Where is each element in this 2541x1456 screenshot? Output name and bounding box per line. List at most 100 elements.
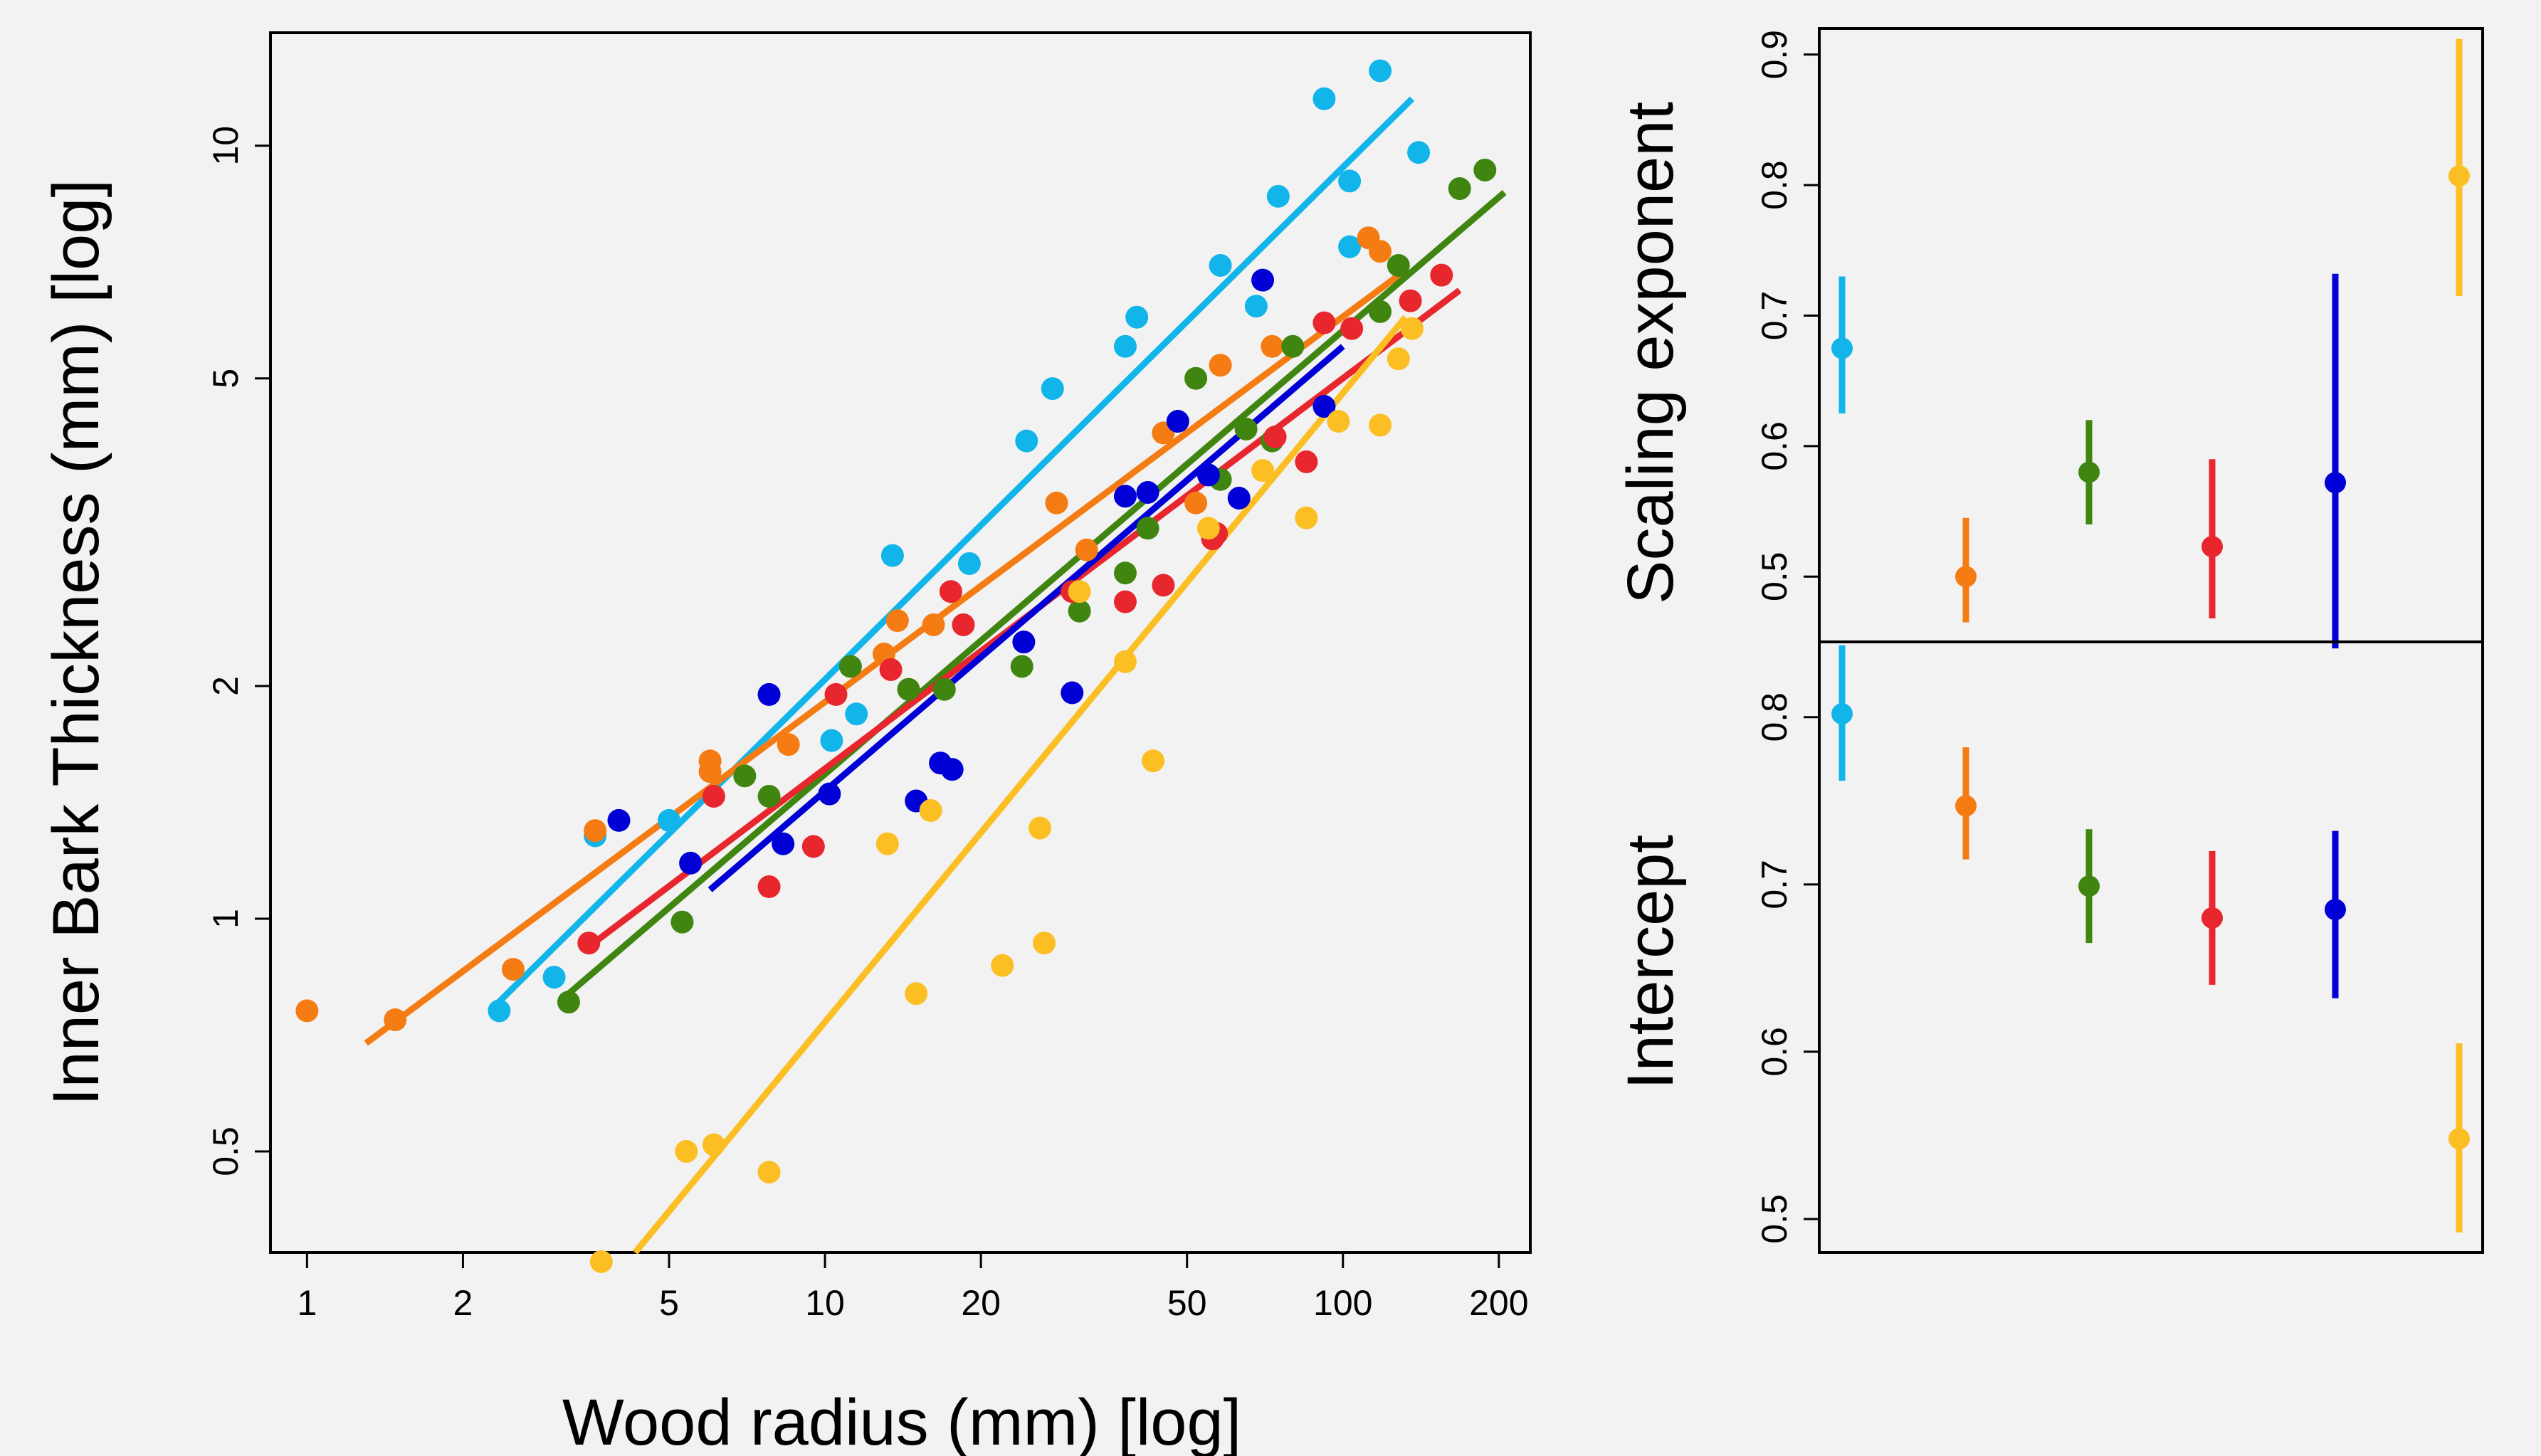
data-point-series-1: [957, 552, 981, 575]
data-point-series-3: [670, 910, 694, 934]
y-tick-label: 10: [206, 126, 246, 166]
x-tick-label: 5: [659, 1283, 679, 1323]
estimate-point-3: [2078, 875, 2100, 897]
data-point-series-1: [1407, 141, 1431, 164]
data-point-series-1: [1113, 334, 1137, 358]
data-point-series-6: [875, 832, 899, 855]
data-point-series-5: [1113, 485, 1137, 508]
data-point-series-3: [932, 677, 956, 701]
data-point-series-5: [679, 851, 703, 875]
estimate-point-5: [2325, 472, 2346, 494]
data-point-series-6: [1068, 580, 1091, 603]
data-point-series-1: [1209, 253, 1232, 277]
data-point-series-4: [1312, 311, 1336, 334]
main-axis-ticks: 1 2 5 10 20 50 100 200 0.5 1 2 5 10: [206, 126, 1529, 1323]
x-tick-label: 100: [1313, 1283, 1372, 1323]
data-point-series-3: [1234, 417, 1258, 441]
data-point-series-3: [1473, 158, 1497, 181]
data-point-series-1: [488, 999, 511, 1023]
main-x-axis-title: Wood radius (mm) [log]: [562, 1386, 1241, 1456]
data-point-series-3: [1184, 366, 1208, 390]
data-point-series-5: [818, 782, 841, 806]
data-point-series-3: [1448, 177, 1471, 201]
data-point-series-4: [952, 613, 975, 636]
data-point-series-3: [557, 991, 580, 1014]
y-tick-label: 0.8: [1754, 160, 1794, 210]
intercept-axis-title: Intercept: [1614, 835, 1687, 1090]
data-point-series-1: [1015, 429, 1038, 453]
data-point-series-5: [757, 682, 781, 706]
data-point-series-1: [1338, 235, 1362, 258]
estimate-point-2: [1955, 795, 1977, 817]
intercept-ticks: 0.5 0.6 0.7 0.8: [1754, 692, 1819, 1244]
data-point-series-6: [1028, 816, 1052, 840]
x-tick-label: 20: [961, 1283, 1001, 1323]
estimate-point-1: [1831, 703, 1853, 725]
data-point-series-5: [940, 758, 964, 781]
x-tick-label: 2: [453, 1283, 473, 1323]
data-point-series-1: [880, 544, 904, 567]
data-point-series-3: [897, 677, 920, 701]
y-tick-label: 1: [206, 909, 246, 929]
data-point-series-2: [885, 609, 909, 633]
data-point-series-3: [1136, 517, 1159, 540]
estimate-point-1: [1831, 337, 1853, 359]
data-point-series-6: [1387, 347, 1410, 371]
x-tick-label: 50: [1167, 1283, 1207, 1323]
data-point-series-4: [824, 682, 848, 706]
data-point-series-6: [991, 954, 1014, 977]
data-point-series-2: [501, 958, 525, 981]
data-point-series-4: [577, 932, 601, 955]
data-point-series-6: [589, 1250, 613, 1273]
fit-line-series-1: [492, 96, 1415, 1009]
y-tick-label: 0.7: [1754, 291, 1794, 341]
data-point-series-1: [1369, 59, 1392, 83]
data-point-series-2: [1075, 538, 1098, 561]
data-point-series-6: [1369, 413, 1392, 437]
data-point-series-6: [905, 982, 928, 1006]
data-point-series-5: [1166, 410, 1189, 433]
data-point-series-2: [1261, 334, 1284, 358]
data-point-series-1: [820, 729, 843, 752]
data-point-series-5: [607, 808, 631, 832]
data-point-series-2: [384, 1008, 407, 1032]
data-point-series-2: [1184, 491, 1208, 515]
data-point-series-6: [675, 1139, 698, 1163]
data-point-series-4: [801, 835, 825, 858]
scaling-exponent-axis-title: Scaling exponent: [1614, 102, 1687, 604]
data-point-series-2: [698, 760, 722, 784]
y-tick-label: 0.7: [1754, 860, 1794, 909]
data-point-series-1: [658, 808, 681, 832]
y-tick-label: 5: [206, 369, 246, 389]
data-point-series-3: [757, 784, 781, 808]
data-point-series-2: [295, 999, 319, 1023]
data-point-series-3: [1010, 655, 1033, 678]
intercept-frame: [1818, 640, 2484, 1254]
intercept-panel: 0.5 0.6 0.7 0.8 Intercept: [1614, 640, 2484, 1254]
data-point-series-5: [1227, 486, 1251, 510]
data-point-series-4: [939, 580, 962, 603]
data-point-series-2: [1045, 491, 1068, 515]
data-point-series-4: [1399, 289, 1422, 312]
data-point-series-3: [1113, 561, 1137, 585]
data-point-series-3: [1281, 334, 1305, 358]
data-point-series-3: [1068, 599, 1091, 623]
data-point-series-6: [1033, 932, 1056, 955]
data-point-series-3: [1369, 300, 1392, 323]
data-point-series-5: [1251, 268, 1275, 292]
data-point-series-2: [1209, 354, 1232, 377]
x-tick-label: 200: [1469, 1283, 1528, 1323]
data-point-series-6: [1251, 459, 1275, 482]
data-point-series-4: [1152, 574, 1175, 597]
estimate-point-6: [2448, 1128, 2470, 1150]
estimate-point-4: [2201, 907, 2223, 929]
data-point-series-3: [838, 655, 862, 678]
data-point-series-1: [542, 966, 566, 989]
data-point-series-3: [733, 764, 757, 788]
data-point-series-6: [919, 799, 942, 823]
scaling-exponent-panel: 0.5 0.6 0.7 0.8 0.9 Scaling exponent: [1614, 27, 2484, 649]
data-point-series-5: [1136, 480, 1159, 504]
main-y-axis-title: Inner Bark Thickness (mm) [log]: [40, 179, 112, 1106]
main-scatter-plot: 1 2 5 10 20 50 100 200 0.5 1 2 5 10 Wood radius (mm)…: [40, 31, 1532, 1456]
